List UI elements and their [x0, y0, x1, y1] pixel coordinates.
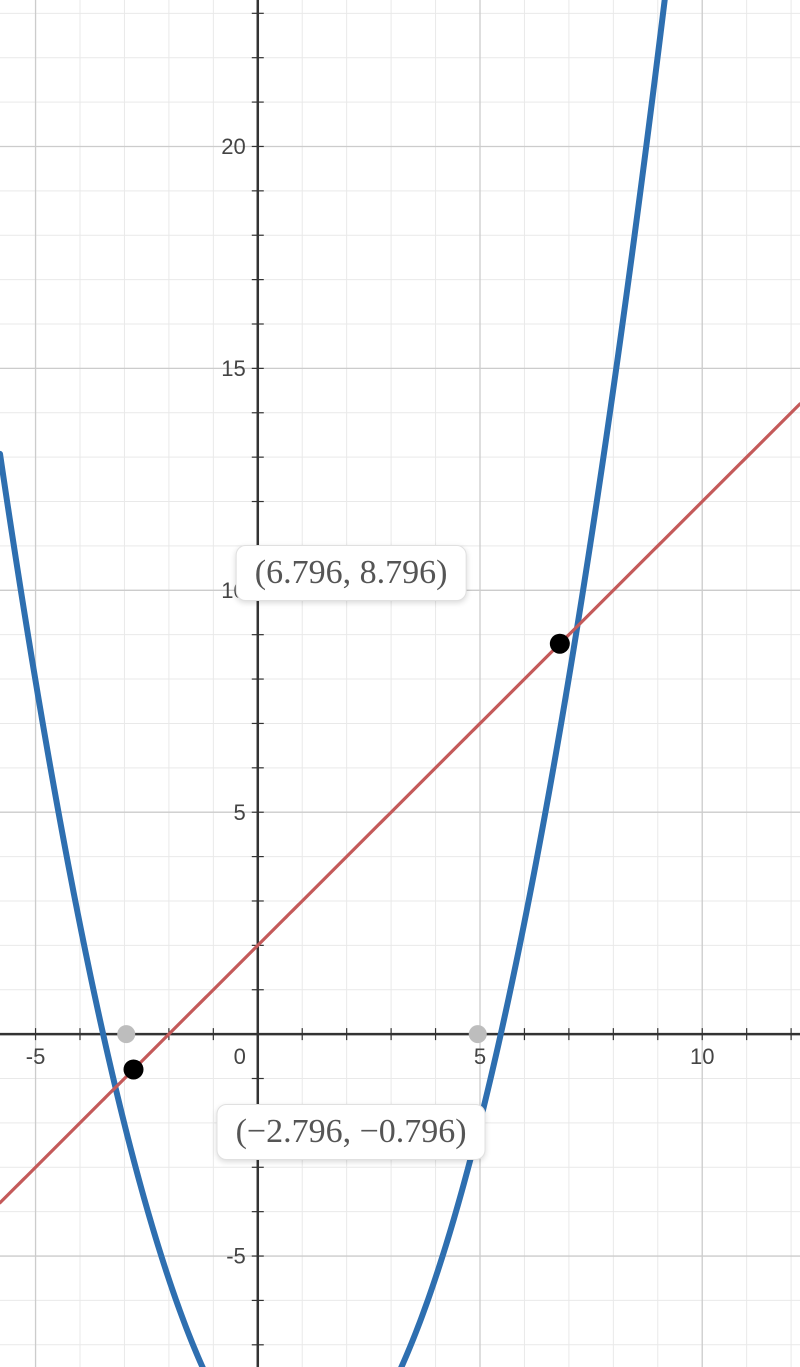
axis-label-y-5: 5 — [234, 800, 246, 825]
axis-label-x-5: 5 — [474, 1044, 486, 1069]
intersection-point — [124, 1059, 144, 1079]
axis-label-y-20: 20 — [221, 134, 245, 159]
axis-label-x-10: 10 — [690, 1044, 714, 1069]
coord-label-0: (6.796, 8.796) — [236, 545, 467, 601]
graph-plot: -50510-55101520 (6.796, 8.796)(−2.796, −… — [0, 0, 800, 1367]
root-marker — [469, 1025, 487, 1043]
root-marker — [117, 1025, 135, 1043]
axis-label-x-0: 0 — [234, 1044, 246, 1069]
axis-label-x--5: -5 — [26, 1044, 46, 1069]
coord-label-1: (−2.796, −0.796) — [217, 1104, 486, 1160]
axis-label-y--5: -5 — [226, 1244, 246, 1269]
intersection-point — [550, 634, 570, 654]
axis-label-y-15: 15 — [221, 356, 245, 381]
plot-svg: -50510-55101520 — [0, 0, 800, 1367]
